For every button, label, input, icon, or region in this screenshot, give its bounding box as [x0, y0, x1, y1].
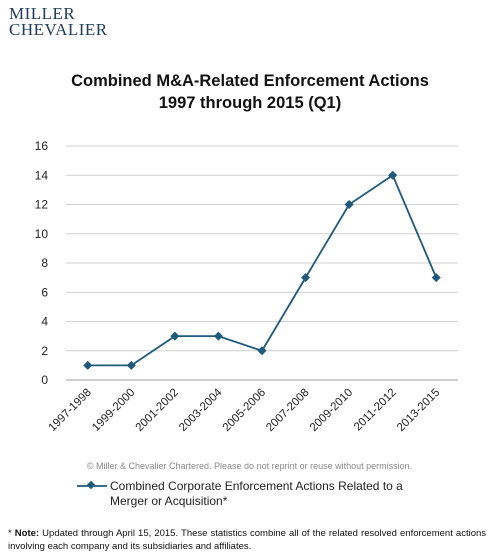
legend-label-line-2: Merger or Acquisition* [110, 494, 228, 508]
chart-title: Combined M&A-Related Enforcement Actions [71, 72, 429, 90]
x-axis: 1997-19981999-20002001-20022003-20042005… [47, 379, 458, 434]
y-tick-label: 12 [35, 198, 49, 212]
logo-line-2: CHEVALIER [9, 20, 108, 39]
x-tick-label: 2007-2008 [264, 387, 311, 434]
y-tick-label: 6 [41, 285, 48, 299]
legend-label: Combined Corporate Enforcement Actions R… [110, 479, 403, 508]
legend-marker [86, 480, 96, 490]
series-line [87, 173, 438, 367]
data-point [431, 273, 441, 283]
data-point [170, 331, 180, 341]
chart-subtitle: 1997 through 2015 (Q1) [159, 94, 341, 112]
x-tick-label: 2001-2002 [134, 387, 181, 434]
y-axis: 0 2 4 6 8 10 12 14 16 [35, 139, 49, 387]
footnote: * Note: Updated through April 15, 2015. … [8, 527, 486, 553]
company-logo: MILLER CHEVALIER [9, 4, 108, 39]
data-point [126, 360, 136, 370]
y-tick-label: 16 [35, 139, 49, 153]
series-layer [83, 170, 441, 370]
y-tick-label: 10 [35, 227, 49, 241]
y-tick-label: 0 [41, 373, 48, 387]
data-point [83, 360, 93, 370]
footnote-asterisk: * [8, 528, 15, 539]
data-point [213, 331, 223, 341]
x-tick-label: 2011-2012 [352, 387, 399, 434]
y-tick-label: 8 [41, 256, 48, 270]
x-tick-label: 1999-2000 [90, 387, 137, 434]
x-tick-label: 2009-2010 [308, 387, 355, 434]
legend: Combined Corporate Enforcement Actions R… [77, 479, 403, 508]
footnote-text: Updated through April 15, 2015. These st… [8, 528, 487, 552]
copyright-notice: © Miller & Chevalier Chartered. Please d… [86, 461, 413, 471]
x-tick-label: 2013-2015 [395, 387, 442, 434]
y-tick-label: 2 [41, 344, 48, 358]
data-point [388, 170, 398, 180]
y-tick-label: 14 [35, 168, 49, 182]
x-tick-label: 1997-1998 [47, 387, 94, 434]
y-tick-label: 4 [41, 315, 48, 329]
x-tick-label: 2005-2006 [221, 387, 268, 434]
gridlines [66, 145, 458, 352]
footnote-label: Note: [14, 528, 40, 539]
legend-label-line-1: Combined Corporate Enforcement Actions R… [110, 479, 403, 493]
logo-line-1: MILLER [9, 4, 76, 23]
x-tick-label: 2003-2004 [177, 386, 225, 434]
data-point [257, 346, 267, 356]
data-point [301, 273, 311, 283]
